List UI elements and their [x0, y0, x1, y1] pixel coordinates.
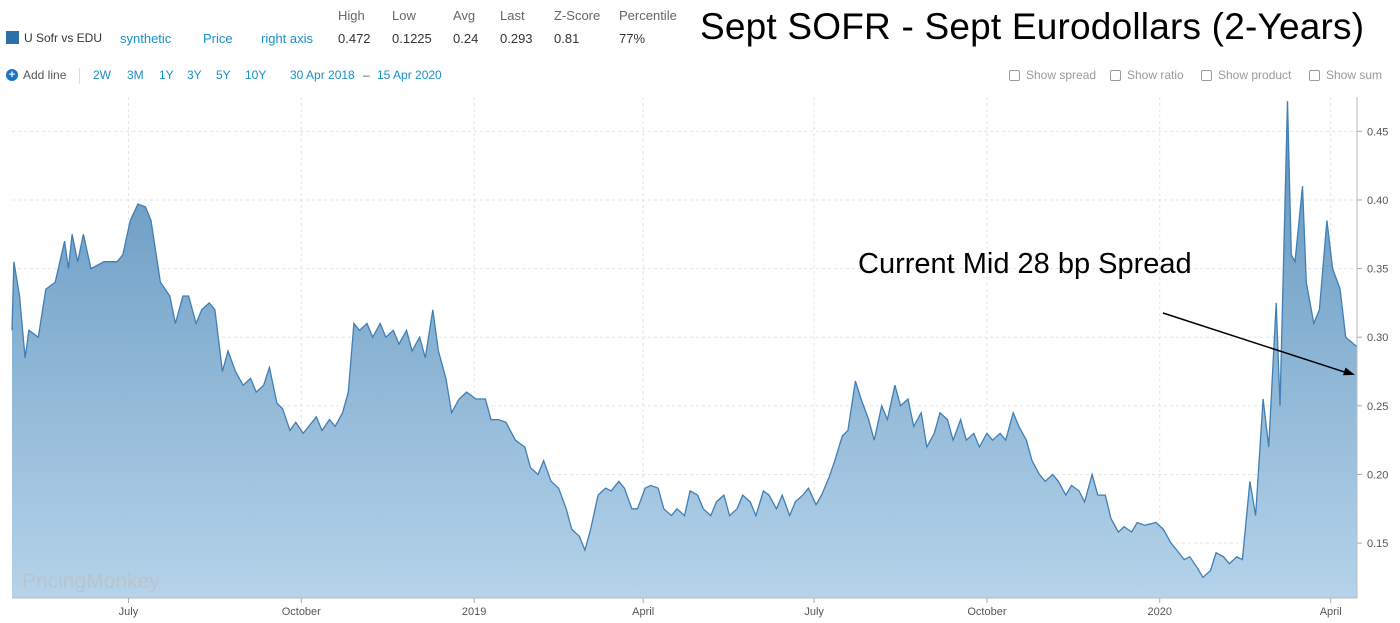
watermark: PricingMonkey	[22, 570, 160, 593]
y-tick-label: 0.35	[1367, 264, 1388, 276]
show-spread-label: Show spread	[1026, 68, 1097, 82]
series-area	[11, 101, 1358, 598]
y-tick-label: 0.15	[1367, 538, 1388, 550]
show-sum-label: Show sum	[1326, 68, 1383, 82]
show-product-option[interactable]: Show product	[1201, 68, 1291, 82]
price-link[interactable]: Price	[203, 31, 233, 46]
show-sum-checkbox[interactable]	[1309, 69, 1320, 81]
series-color-swatch	[6, 31, 19, 44]
arrow-head	[1343, 367, 1355, 376]
date-separator: –	[363, 68, 370, 82]
range-5y-button[interactable]: 5Y	[216, 68, 231, 82]
add-line-button[interactable]: + Add line	[6, 68, 66, 82]
range-3y-button[interactable]: 3Y	[187, 68, 202, 82]
x-tick-label: October	[967, 606, 1006, 618]
stat-high-label: High	[338, 8, 365, 23]
x-tick-label: April	[1320, 606, 1342, 618]
toolbar-divider	[79, 68, 80, 84]
arrow-shaft	[1162, 312, 1348, 374]
show-spread-checkbox[interactable]	[1009, 69, 1020, 81]
x-tick-label: October	[282, 606, 321, 618]
show-sum-option[interactable]: Show sum	[1309, 68, 1382, 82]
x-tick-label: July	[804, 606, 824, 618]
stat-low-value: 0.1225	[392, 31, 432, 46]
x-tick-label: April	[632, 606, 654, 618]
stat-last-label: Last	[500, 8, 525, 23]
series-line	[11, 101, 1358, 579]
chart-title: Sept SOFR - Sept Eurodollars (2-Years)	[700, 6, 1365, 47]
synthetic-link[interactable]: synthetic	[120, 31, 172, 46]
right-axis-link[interactable]: right axis	[261, 31, 314, 46]
range-2w-button[interactable]: 2W	[93, 68, 111, 82]
stat-percentile-label: Percentile	[619, 8, 677, 23]
show-product-checkbox[interactable]	[1201, 69, 1212, 81]
date-from[interactable]: 30 Apr 2018	[290, 68, 355, 82]
stat-last-value: 0.293	[500, 31, 533, 46]
y-tick-label: 0.25	[1367, 401, 1388, 413]
x-tick-label: 2020	[1148, 606, 1172, 618]
x-tick-label: July	[119, 606, 139, 618]
stat-high-value: 0.472	[338, 31, 371, 46]
show-ratio-option[interactable]: Show ratio	[1110, 68, 1184, 82]
annotation-arrow	[1162, 312, 1355, 376]
add-line-label: Add line	[23, 68, 67, 82]
date-to[interactable]: 15 Apr 2020	[377, 68, 442, 82]
stat-percentile-value: 77%	[619, 31, 646, 46]
show-spread-option[interactable]: Show spread	[1009, 68, 1096, 82]
stat-low-label: Low	[392, 8, 416, 23]
y-tick-label: 0.40	[1367, 195, 1388, 207]
range-3m-button[interactable]: 3M	[127, 68, 144, 82]
range-10y-button[interactable]: 10Y	[245, 68, 267, 82]
y-tick-label: 0.30	[1367, 332, 1388, 344]
range-1y-button[interactable]: 1Y	[159, 68, 174, 82]
plus-circle-icon: +	[6, 69, 18, 81]
axes: 0.15 0.20 0.25 0.30 0.35 0.40 0.45 July October 2…	[12, 97, 1388, 618]
x-tick-label: 2019	[462, 606, 486, 618]
area-fill	[12, 101, 1357, 598]
show-ratio-checkbox[interactable]	[1110, 69, 1121, 81]
y-tick-label: 0.20	[1367, 469, 1388, 481]
show-product-label: Show product	[1218, 68, 1292, 82]
show-ratio-label: Show ratio	[1127, 68, 1184, 82]
y-tick-label: 0.45	[1367, 126, 1388, 138]
stat-zscore-value: 0.81	[554, 31, 580, 46]
stat-avg-label: Avg	[453, 8, 476, 23]
annotation-text: Current Mid 28 bp Spread	[858, 248, 1192, 280]
series-name: U Sofr vs EDU	[24, 31, 103, 45]
stat-avg-value: 0.24	[453, 31, 479, 46]
stat-zscore-label: Z-Score	[554, 8, 601, 23]
